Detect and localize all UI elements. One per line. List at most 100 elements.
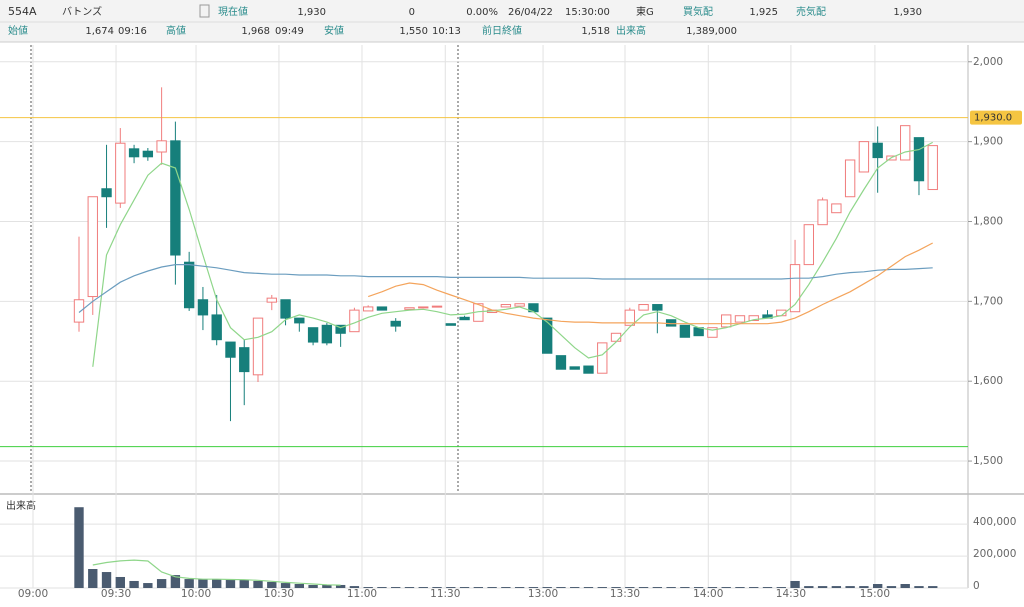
candle-body <box>872 142 883 159</box>
volume-bar <box>625 587 635 588</box>
volume-bar <box>693 587 704 588</box>
candle-body <box>721 314 732 328</box>
candle-body <box>349 309 360 333</box>
volume-bar <box>583 587 594 588</box>
volume-bar <box>267 581 277 588</box>
value: 1,674 <box>85 26 114 37</box>
value: 1,968 <box>241 26 270 37</box>
candle-body <box>858 141 870 173</box>
volume-bar <box>721 587 731 588</box>
volume-bar <box>115 576 125 588</box>
volume-bar <box>432 587 442 588</box>
candle-body <box>183 261 195 309</box>
volume-bar <box>418 587 428 588</box>
y-tick-label: 1,600 <box>973 375 1003 387</box>
value: 1,550 <box>399 26 428 37</box>
volume-bar <box>74 507 84 588</box>
candle-body <box>748 315 759 322</box>
volume-bar <box>845 586 855 588</box>
volume-bar <box>652 587 663 588</box>
volume-bar <box>335 584 346 588</box>
candle-body <box>225 341 236 358</box>
x-tick-label: 15:00 <box>860 588 890 600</box>
volume-bar <box>735 587 745 588</box>
x-tick-label: 14:30 <box>776 588 806 600</box>
label: 買気配 <box>683 5 713 18</box>
price-tag-label: 1,930.0 <box>974 113 1012 124</box>
volume-bar <box>308 584 318 588</box>
volume-bar <box>294 584 305 588</box>
candle-body <box>514 303 525 307</box>
volume-bar <box>473 587 484 588</box>
volume-bar <box>528 587 539 588</box>
candle-body <box>707 327 718 338</box>
candle-body <box>789 264 801 313</box>
volume-bar <box>239 580 249 588</box>
volume-bar <box>88 569 98 588</box>
name: バトンズ <box>62 5 102 18</box>
candle-body <box>597 342 608 374</box>
volume-bar <box>487 587 497 588</box>
volume-bar <box>101 572 112 588</box>
candle-body <box>583 365 594 374</box>
y-tick-label: 400,000 <box>973 516 1016 528</box>
volume-bar <box>143 583 153 588</box>
x-tick-label: 11:00 <box>347 588 377 600</box>
volume-bar <box>212 579 222 588</box>
candle-body <box>900 125 911 161</box>
volume-bar <box>391 587 401 588</box>
candle-body <box>156 140 167 153</box>
volume-bar <box>886 586 897 588</box>
value: 1,930 <box>893 7 922 18</box>
y-tick-label: 2,000 <box>973 56 1003 68</box>
volume-bar <box>914 586 924 588</box>
volume-bar <box>542 587 552 588</box>
candle-body <box>927 145 938 191</box>
volume-bar <box>184 579 194 588</box>
volume-title: 出来高 <box>6 499 36 512</box>
x-tick-label: 09:30 <box>101 588 131 600</box>
x-tick-label: 09:00 <box>18 588 48 600</box>
y-tick-label: 1,500 <box>973 455 1003 467</box>
value: 15:30:00 <box>565 7 610 18</box>
volume-bar <box>280 583 291 588</box>
volume-bar <box>707 587 718 588</box>
header-row <box>0 0 1024 22</box>
candle-body <box>239 347 250 373</box>
label: 始値 <box>8 24 28 37</box>
code: 554A <box>8 5 37 18</box>
candle-body <box>404 307 415 310</box>
candle-body <box>252 317 264 376</box>
candle-body <box>638 304 649 311</box>
value: 1,925 <box>749 7 778 18</box>
icon <box>199 4 210 18</box>
y-tick-label: 1,700 <box>973 295 1003 307</box>
y-tick-label: 0 <box>973 580 980 592</box>
candle-body <box>431 305 443 308</box>
x-tick-label: 13:00 <box>528 588 558 600</box>
candle-body <box>459 316 470 321</box>
y-tick-label: 200,000 <box>973 548 1016 560</box>
label: 前日終値 <box>482 24 522 37</box>
volume-bar <box>556 587 566 588</box>
moving-average <box>92 141 933 367</box>
candle-body <box>170 140 181 256</box>
value: 1,930 <box>297 7 326 18</box>
volume-bar <box>817 586 828 588</box>
volume-bar <box>666 587 676 588</box>
candle-body <box>624 309 635 326</box>
candle-body <box>844 159 856 198</box>
y-tick-label: 1,900 <box>973 136 1003 148</box>
candle-body <box>115 142 126 204</box>
label: 売気配 <box>796 5 826 18</box>
volume-bar <box>253 580 263 588</box>
candle-body <box>73 299 85 323</box>
volume-bar <box>446 587 456 588</box>
candle-body <box>335 324 346 334</box>
volume-bar <box>831 586 842 588</box>
candle-body <box>321 324 333 344</box>
x-tick-label: 13:30 <box>610 588 640 600</box>
value: 09:49 <box>275 26 304 37</box>
candle-body <box>101 188 112 198</box>
